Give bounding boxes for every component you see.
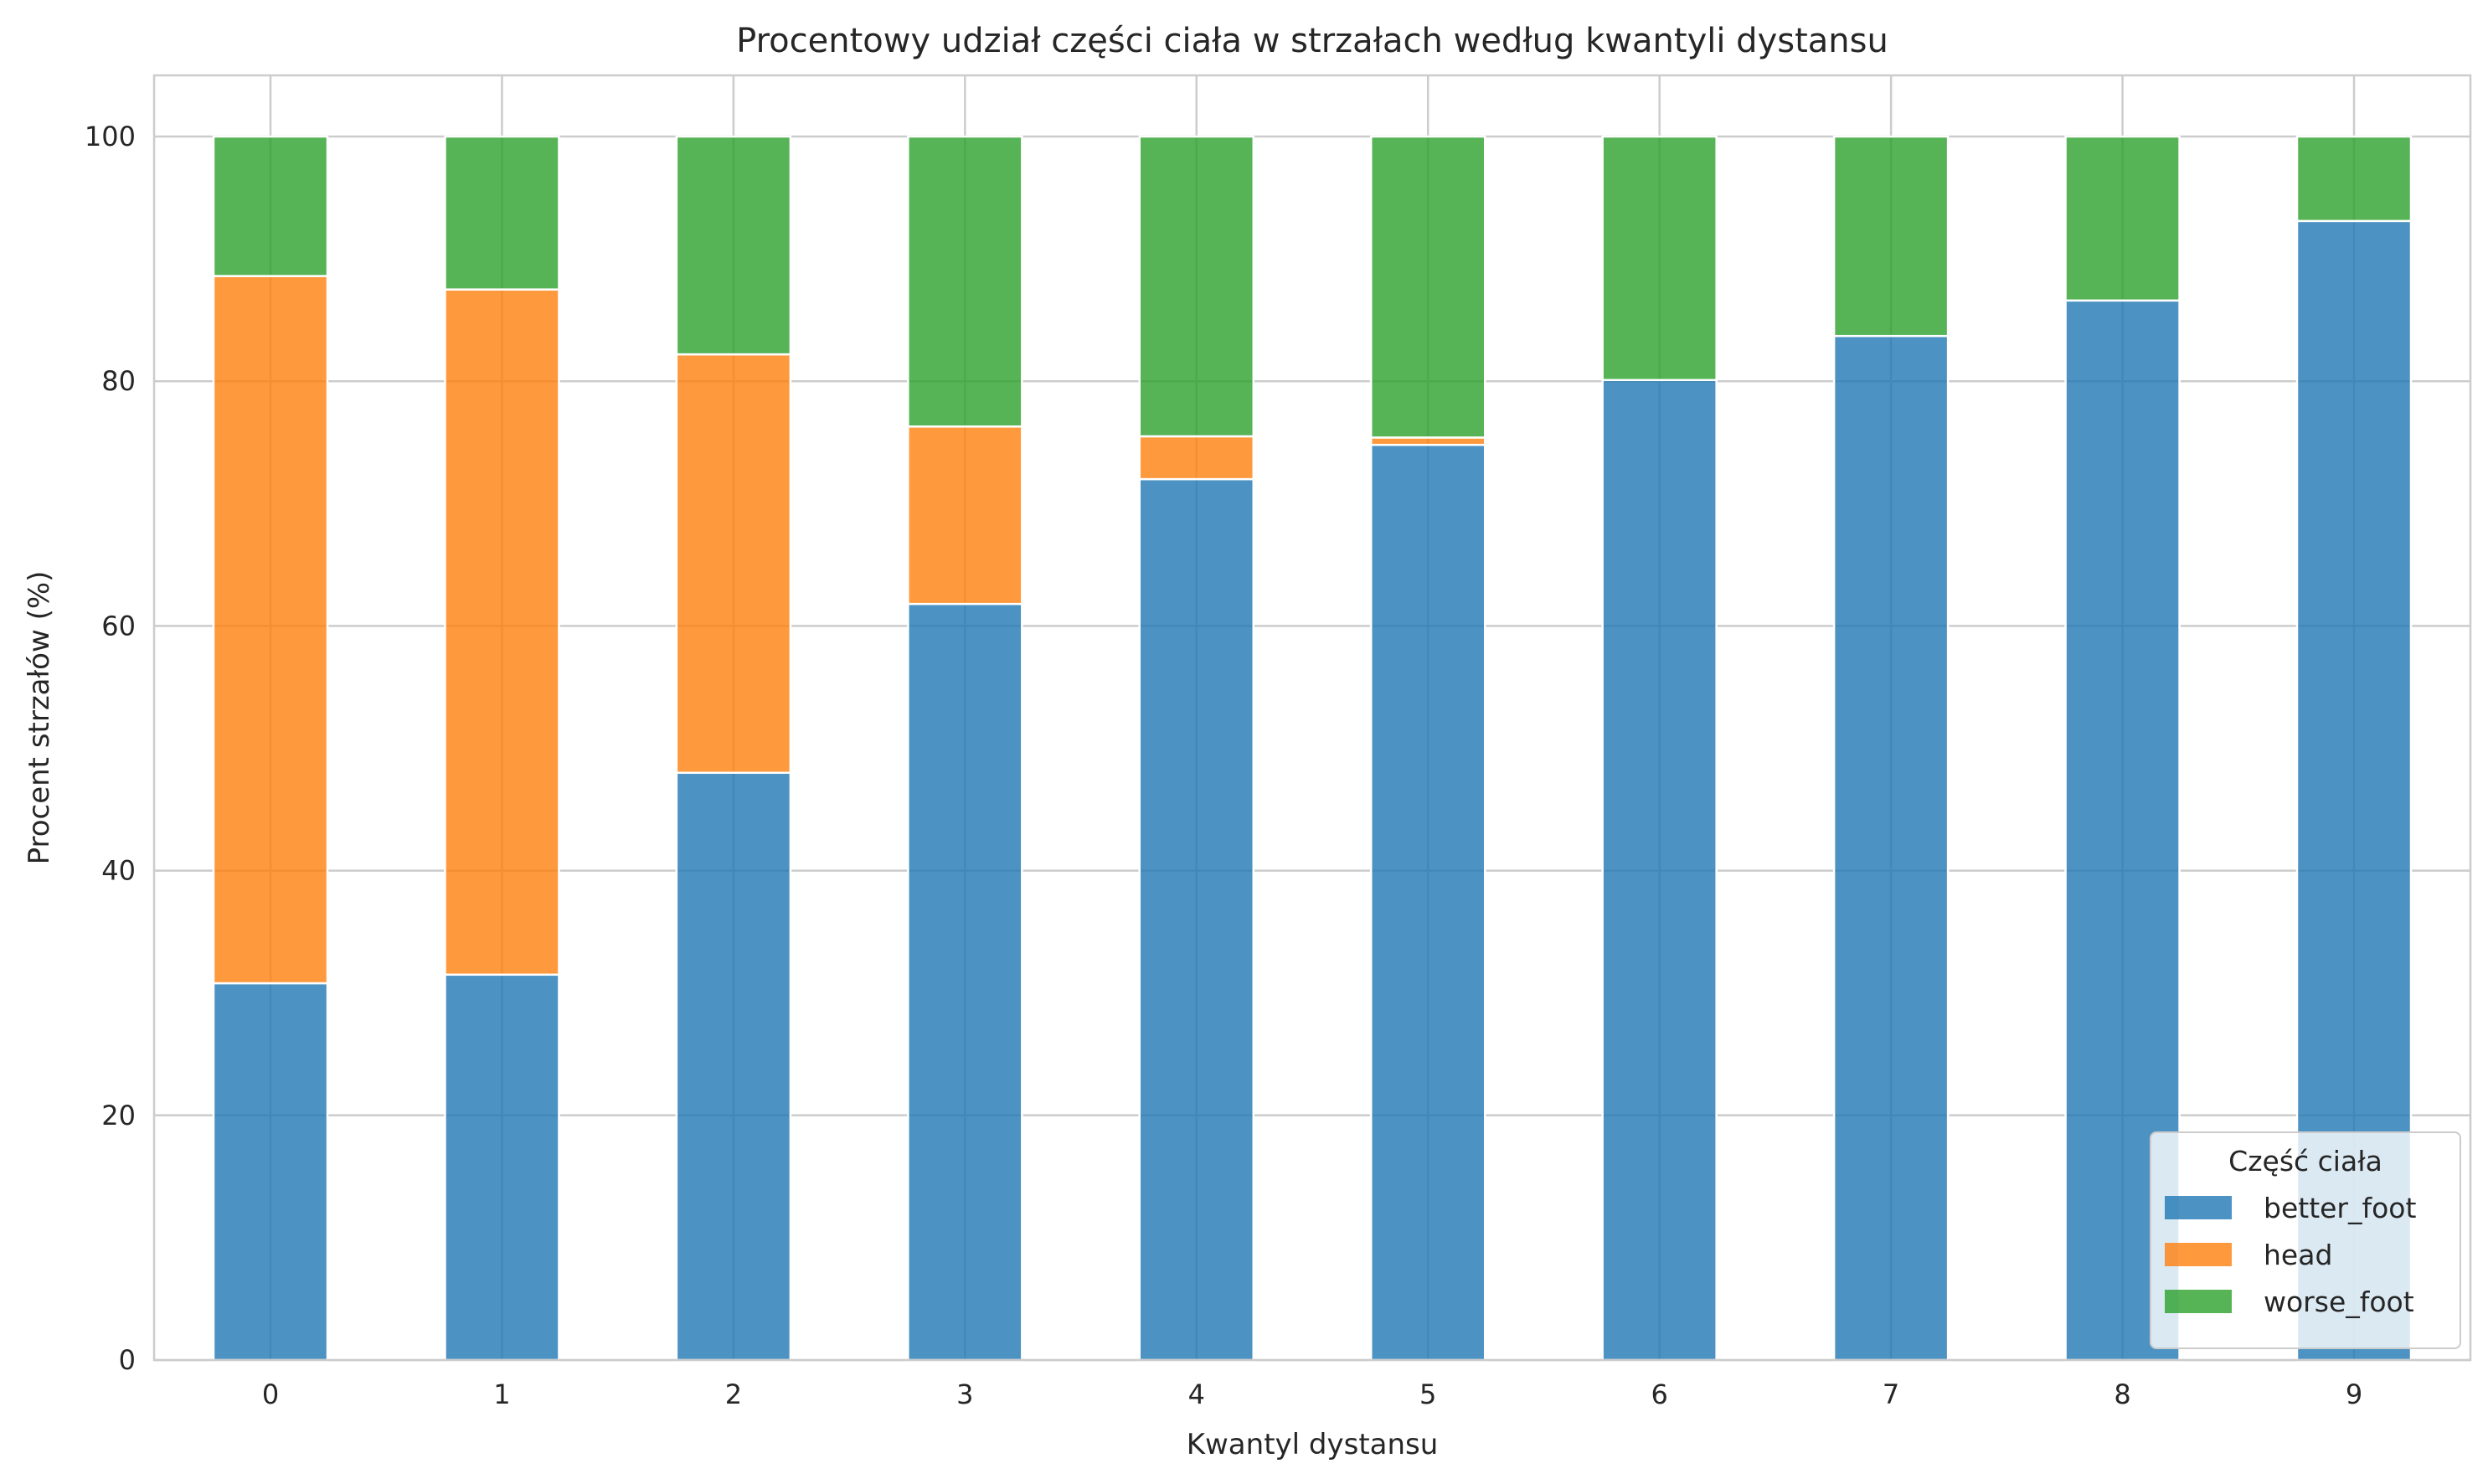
x-axis-label: Kwantyl dystansu [1187,1428,1439,1461]
bar-worse-foot [1832,135,1950,338]
bar-worse-foot [1369,135,1486,439]
y-tick-label: 100 [85,121,136,152]
bar-better-foot [1369,443,1486,1362]
legend-swatch-worse-foot [2165,1290,2232,1313]
bar-better-foot [1832,334,1950,1362]
bar-better-foot [1601,379,1718,1362]
bar-worse-foot [675,135,792,356]
bar-better-foot [444,973,560,1362]
bar-head [675,353,792,774]
x-tick-label: 8 [2114,1378,2130,1410]
bar-head [907,425,1023,605]
bar-worse-foot [907,135,1023,428]
bar-head [1138,435,1255,481]
x-tick-label: 9 [2346,1378,2362,1410]
plot-frame [152,74,2472,1362]
x-tick-label: 3 [956,1378,973,1410]
bars-layer [212,135,2413,1362]
y-tick-label: 40 [101,855,136,887]
legend-title: Część ciała [2228,1145,2382,1177]
chart-title: Procentowy udział części ciała w strzała… [736,22,1888,60]
bar-worse-foot [1138,135,1255,438]
legend-label-worse-foot: worse_foot [2264,1286,2414,1318]
legend-swatch-head [2165,1243,2232,1266]
x-tick-label: 5 [1419,1378,1436,1410]
x-tick-label: 0 [262,1378,279,1410]
x-tick-label: 4 [1188,1378,1205,1410]
bar-better-foot [907,602,1023,1362]
bar-worse-foot [2064,135,2181,302]
x-tick-label: 6 [1651,1378,1667,1410]
bar-worse-foot [1601,135,1718,382]
bar-worse-foot [212,135,329,277]
legend-swatch-better-foot [2165,1196,2232,1219]
y-tick-label: 0 [119,1344,136,1376]
legend-label-better-foot: better_foot [2264,1192,2416,1224]
x-tick-label: 7 [1883,1378,1899,1410]
bar-head [212,275,329,985]
x-tick-label: 2 [725,1378,742,1410]
bar-worse-foot [444,135,560,291]
bar-better-foot [675,771,792,1362]
ticks-layer: 0 20 40 60 80 100 0 1 2 3 4 5 6 7 8 9 [85,121,2362,1410]
bar-worse-foot [2295,135,2413,223]
x-tick-label: 1 [493,1378,510,1410]
y-tick-label: 80 [101,365,136,397]
bar-head [444,288,560,976]
bar-head [1369,436,1486,446]
y-axis-label: Procent strzałów (%) [23,571,56,865]
legend-label-head: head [2264,1239,2332,1271]
bar-better-foot [212,982,329,1362]
y-tick-label: 20 [101,1100,136,1131]
bar-better-foot [1138,477,1255,1362]
y-tick-label: 60 [101,610,136,642]
